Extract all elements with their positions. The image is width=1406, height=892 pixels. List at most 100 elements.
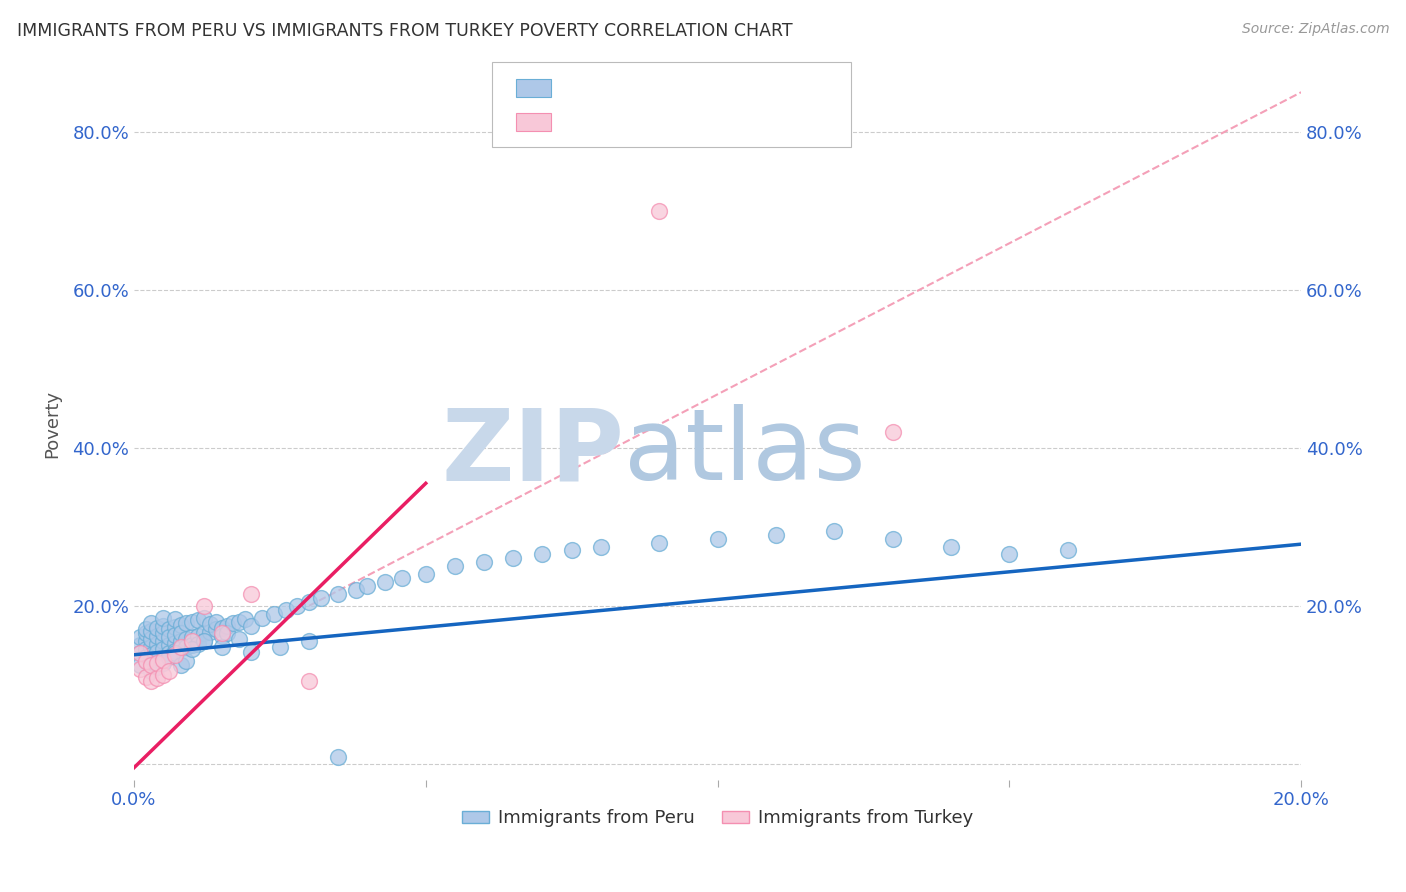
Point — [128, 631, 150, 645]
Point — [135, 654, 157, 668]
Point — [169, 640, 191, 654]
Point — [252, 610, 274, 624]
Point — [181, 642, 204, 657]
Point — [589, 540, 612, 554]
Point — [163, 648, 186, 662]
Point — [391, 571, 413, 585]
Point — [344, 582, 367, 597]
Point — [141, 648, 163, 662]
Point — [269, 640, 291, 654]
Point — [765, 527, 787, 541]
Point — [228, 632, 250, 646]
Point — [444, 559, 467, 574]
Point — [239, 587, 262, 601]
Point — [211, 626, 233, 640]
Point — [141, 632, 163, 646]
Point — [163, 646, 186, 660]
Point — [217, 626, 239, 640]
Point — [298, 634, 321, 648]
Point — [146, 656, 169, 670]
Point — [1056, 543, 1078, 558]
Point — [169, 633, 191, 648]
Point — [157, 664, 180, 678]
Point — [181, 615, 204, 629]
Point — [152, 626, 174, 640]
Point — [287, 599, 309, 613]
Text: 0.602: 0.602 — [605, 113, 652, 131]
Point — [233, 612, 256, 626]
Point — [141, 658, 163, 673]
Point — [146, 652, 169, 666]
Point — [135, 670, 157, 684]
Point — [531, 548, 554, 562]
Point — [152, 652, 174, 666]
Point — [141, 640, 163, 654]
Point — [204, 623, 226, 637]
Point — [152, 634, 174, 648]
Point — [298, 595, 321, 609]
Text: 0.328: 0.328 — [605, 79, 652, 97]
Text: ZIP: ZIP — [441, 404, 624, 501]
Point — [163, 628, 186, 642]
Point — [176, 616, 198, 631]
Point — [328, 750, 350, 764]
Point — [169, 625, 191, 640]
Point — [181, 634, 204, 648]
Point — [135, 626, 157, 640]
Point — [152, 656, 174, 670]
Y-axis label: Poverty: Poverty — [44, 390, 60, 458]
Text: 20: 20 — [710, 113, 731, 131]
Text: 103: 103 — [710, 79, 742, 97]
Point — [193, 610, 215, 624]
Point — [146, 621, 169, 635]
Point — [176, 640, 198, 654]
Point — [163, 620, 186, 634]
Point — [187, 613, 209, 627]
Point — [239, 618, 262, 632]
Point — [374, 575, 396, 590]
Point — [176, 654, 198, 668]
Point — [274, 603, 297, 617]
Point — [939, 540, 962, 554]
Point — [128, 662, 150, 676]
Point — [239, 645, 262, 659]
Point — [211, 629, 233, 643]
Point — [648, 203, 671, 218]
Point — [472, 555, 495, 569]
Point — [222, 616, 245, 631]
Point — [128, 646, 150, 660]
Point — [146, 660, 169, 674]
Point — [152, 610, 174, 624]
Point — [169, 617, 191, 632]
Point — [135, 654, 157, 668]
Point — [141, 624, 163, 638]
Point — [146, 629, 169, 643]
Point — [181, 631, 204, 645]
Point — [193, 634, 215, 648]
Point — [141, 616, 163, 631]
Point — [211, 621, 233, 635]
Point — [135, 634, 157, 648]
Point — [211, 640, 233, 654]
Point — [163, 644, 186, 658]
Point — [198, 617, 221, 632]
Point — [187, 629, 209, 643]
Point — [328, 587, 350, 601]
Point — [169, 641, 191, 656]
Point — [146, 637, 169, 651]
Point — [163, 612, 186, 626]
Point — [152, 642, 174, 657]
Point — [157, 638, 180, 652]
Point — [128, 646, 150, 660]
Point — [141, 664, 163, 678]
Point — [706, 532, 728, 546]
Point — [228, 615, 250, 629]
Text: R =: R = — [565, 113, 602, 131]
Point — [193, 634, 215, 648]
Point — [187, 637, 209, 651]
Point — [882, 532, 904, 546]
Point — [135, 650, 157, 665]
Text: N =: N = — [661, 79, 709, 97]
Point — [146, 645, 169, 659]
Point — [823, 524, 845, 538]
